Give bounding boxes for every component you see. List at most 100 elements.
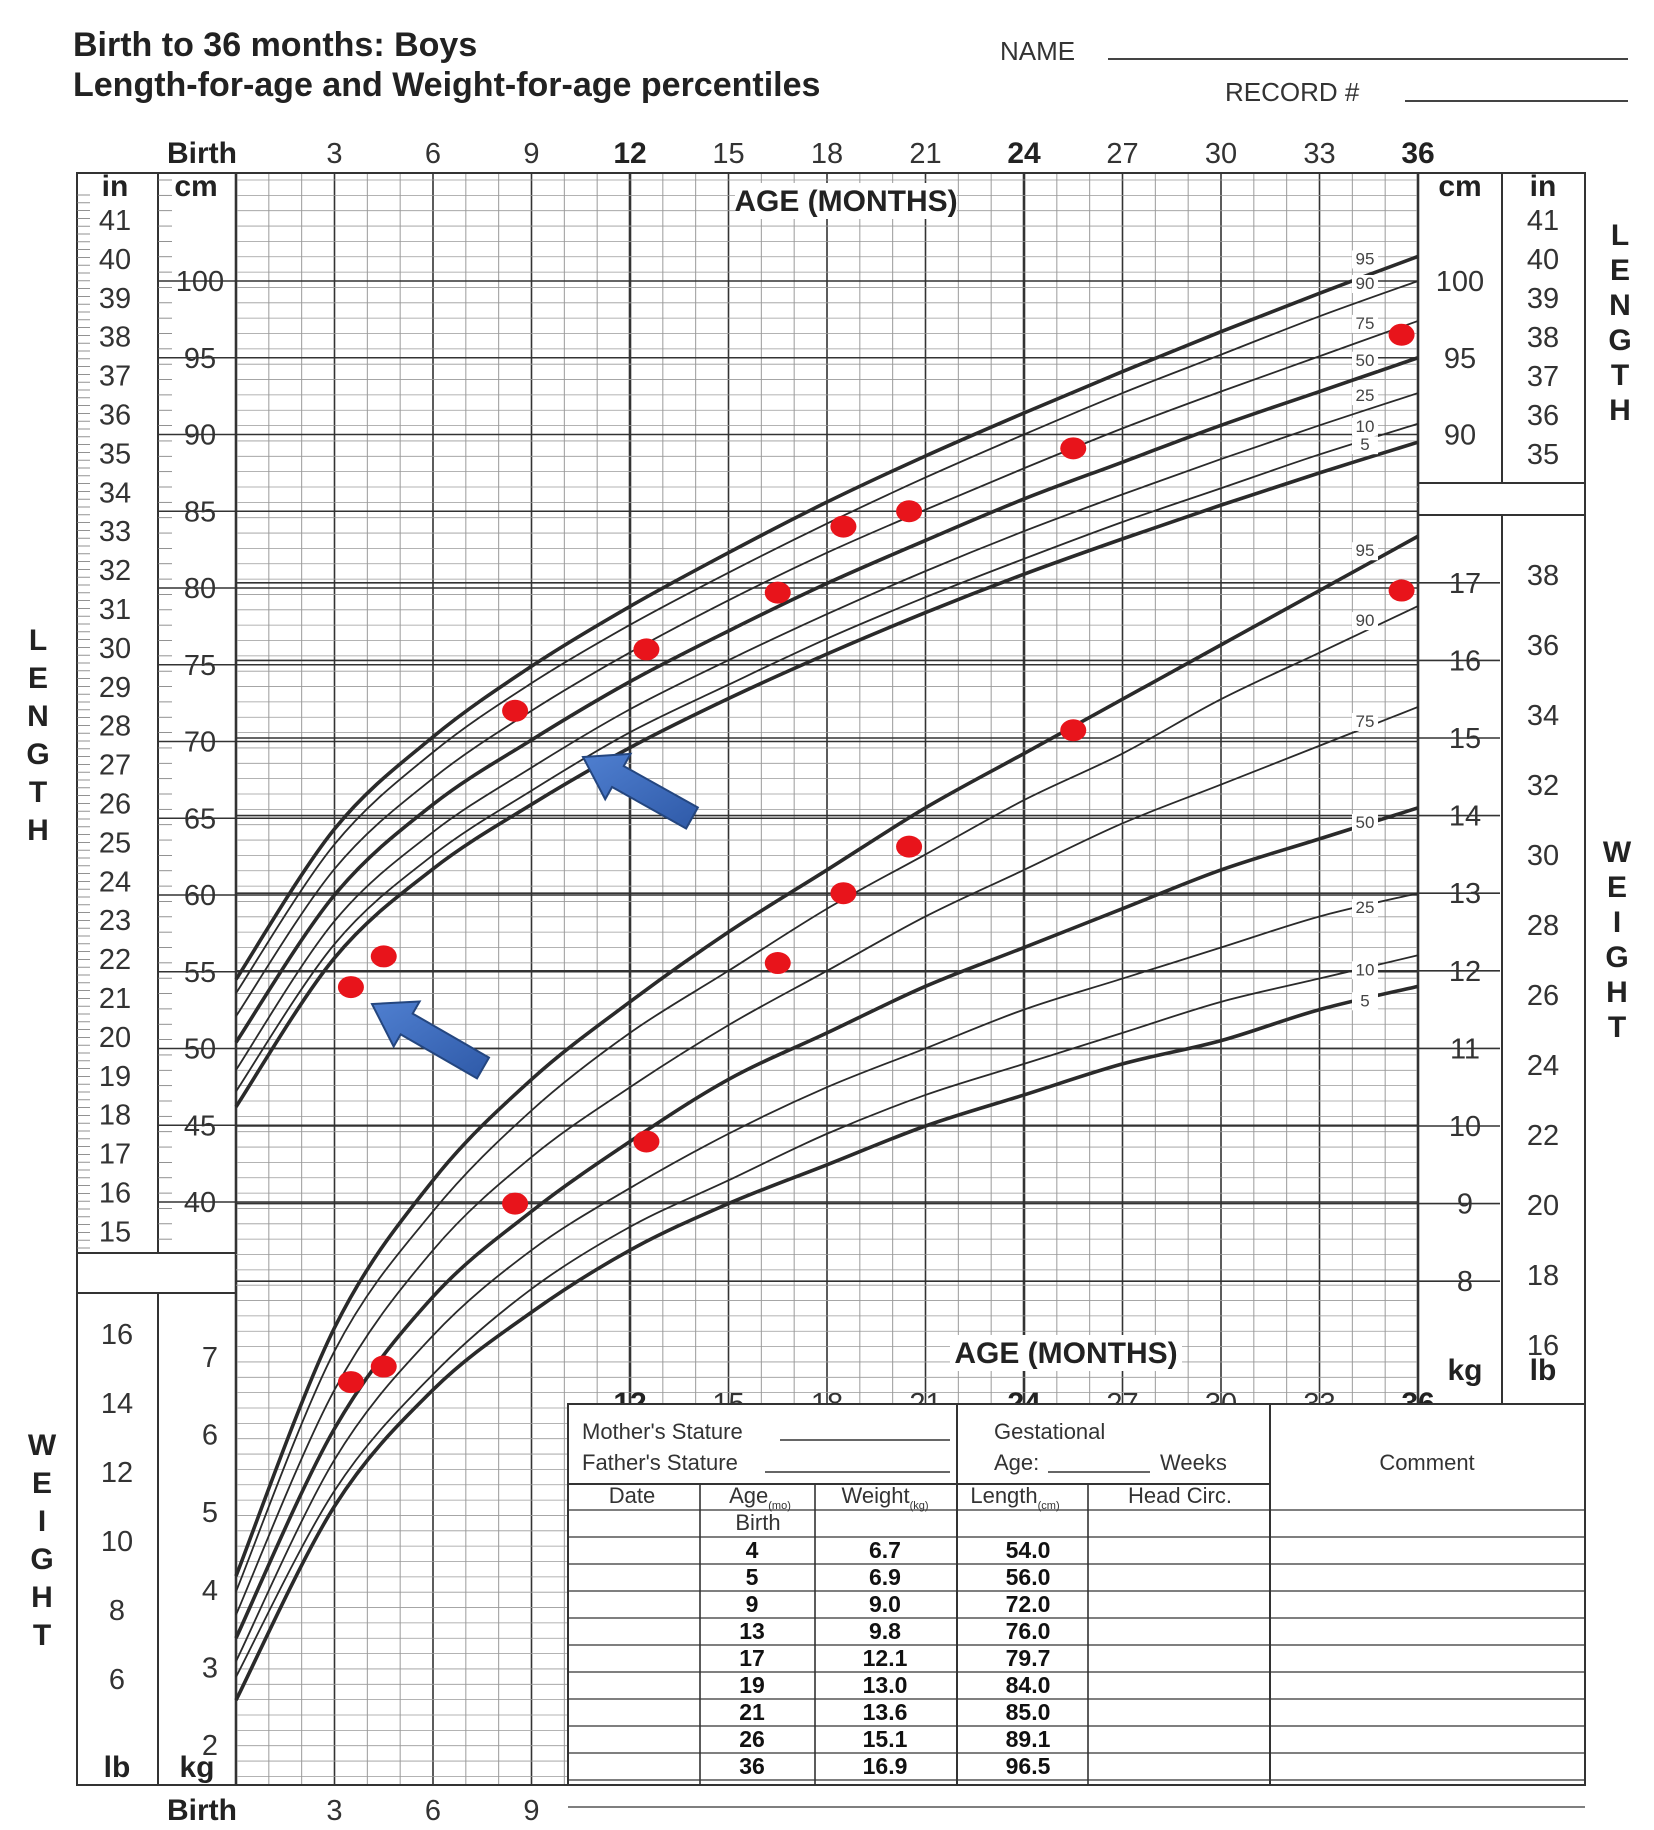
- length-right-in-tick: 40: [1527, 244, 1559, 276]
- table-cell-weight: 12.1: [863, 1645, 908, 1671]
- length-right-cm-tick: 100: [1436, 266, 1484, 298]
- length-data-point: [502, 699, 529, 722]
- length-data-point: [633, 638, 660, 661]
- length-in-tick: 17: [99, 1139, 131, 1171]
- unit-in-right: in: [1530, 170, 1557, 203]
- length-arrow: [581, 752, 700, 830]
- table-cell-weight: 9.8: [869, 1618, 901, 1644]
- age-tick-top: 21: [909, 138, 941, 170]
- length-pct-label-90: 90: [1356, 274, 1375, 293]
- table-cell-age: 21: [739, 1699, 765, 1725]
- table-cell-weight: 6.9: [869, 1564, 901, 1590]
- record-label: RECORD #: [1225, 77, 1360, 107]
- age-tick-top: 6: [425, 138, 441, 170]
- length-in-tick: 39: [99, 283, 131, 315]
- weight-kg-tick: 6: [202, 1420, 218, 1452]
- weight-data-point: [764, 952, 791, 975]
- weight-pct-label-5: 5: [1360, 991, 1369, 1010]
- weight-word-right: H: [1606, 976, 1628, 1009]
- age-tick-top: 18: [811, 138, 843, 170]
- length-in-tick: 33: [99, 516, 131, 548]
- table-cell-age: 5: [746, 1564, 759, 1590]
- weight-right-kg-tick: 14: [1449, 801, 1481, 833]
- birth-row-label: Birth: [735, 1510, 780, 1535]
- name-field[interactable]: [1108, 58, 1628, 60]
- length-right-cm-tick: 95: [1444, 343, 1476, 375]
- weight-right-kg-tick: 9: [1457, 1189, 1473, 1221]
- weight-pct-label-75: 75: [1356, 712, 1375, 731]
- unit-kg-right: kg: [1447, 1354, 1482, 1387]
- weight-pct-label-50: 50: [1356, 813, 1375, 832]
- weight-lb-tick: 8: [109, 1595, 125, 1627]
- weight-lb-tick: 14: [101, 1388, 133, 1420]
- table-cell-age: 19: [739, 1672, 765, 1698]
- weight-pct-label-25: 25: [1356, 898, 1375, 917]
- weight-right-kg-tick: 15: [1449, 723, 1481, 755]
- length-pct-bg-5: [1352, 436, 1378, 455]
- table-cell-length: 76.0: [1006, 1618, 1051, 1644]
- table-cell-length: 89.1: [1006, 1726, 1051, 1752]
- mother-stature-label: Mother's Stature: [582, 1419, 743, 1444]
- table-cell-age: 4: [746, 1537, 759, 1563]
- length-word-left: T: [29, 776, 47, 809]
- weight-arrow: [370, 1000, 491, 1080]
- weight-pct-bg-25: [1352, 899, 1378, 918]
- length-right-in-panel: [1501, 172, 1586, 484]
- weight-lb-tick: 12: [101, 1457, 133, 1489]
- length-right-in-tick: 38: [1527, 322, 1559, 354]
- age-tick-top: 15: [712, 138, 744, 170]
- table-cell-weight: 9.0: [869, 1591, 901, 1617]
- table-cell-age: 9: [746, 1591, 759, 1617]
- father-stature-label: Father's Stature: [582, 1450, 738, 1475]
- length-in-tick: 32: [99, 555, 131, 587]
- length-curve-p90: [235, 280, 1419, 994]
- weight-right-kg-tick: 11: [1450, 1033, 1480, 1065]
- weight-curve-p95: [234, 534, 1419, 1577]
- weight-pct-bg-50: [1352, 813, 1378, 832]
- weight-word-left: E: [32, 1467, 52, 1500]
- weight-right-lb-tick: 26: [1527, 980, 1559, 1012]
- length-cm-panel: [157, 172, 237, 1254]
- weight-word-right: W: [1603, 836, 1632, 869]
- weight-kg-tick: 3: [202, 1652, 218, 1684]
- length-right-in-tick: 41: [1527, 205, 1559, 237]
- weight-data-point: [830, 882, 857, 905]
- age-tick-top: 24: [1007, 137, 1041, 170]
- age-tick-top: 9: [523, 138, 539, 170]
- length-in-tick: 21: [99, 983, 131, 1015]
- comment-label: Comment: [1379, 1450, 1474, 1475]
- weight-data-point: [1388, 579, 1415, 602]
- record-field[interactable]: [1405, 100, 1628, 102]
- annotation-layer: [370, 752, 700, 1080]
- table-header-4: Head Circ.: [1128, 1483, 1232, 1508]
- length-word-left: N: [27, 700, 49, 733]
- weight-right-lb-tick: 36: [1527, 630, 1559, 662]
- weeks-label: Weeks: [1160, 1450, 1227, 1475]
- chart-title-line2: Length-for-age and Weight-for-age percen…: [73, 66, 821, 104]
- weight-right-lb-tick: 34: [1527, 700, 1559, 732]
- age-tick-bottom: 3: [326, 1795, 342, 1827]
- weight-curve-p5: [234, 984, 1419, 1702]
- length-cm-tick: 45: [184, 1110, 216, 1142]
- age-label-mid: AGE (MONTHS): [954, 1337, 1177, 1370]
- weight-word-left: I: [38, 1505, 46, 1538]
- weight-right-kg-tick: 17: [1449, 568, 1481, 600]
- length-in-tick: 31: [99, 594, 131, 626]
- length-pct-label-10: 10: [1356, 417, 1375, 436]
- weight-right-kg-tick: 16: [1449, 645, 1481, 677]
- length-curve-p50: [234, 356, 1419, 1044]
- length-cm-tick: 95: [184, 343, 216, 375]
- weight-right-lb-tick: 20: [1527, 1190, 1559, 1222]
- gest-age-label: Age:: [994, 1450, 1039, 1475]
- length-word-right: T: [1611, 359, 1629, 392]
- length-in-tick: 28: [99, 711, 131, 743]
- length-data-point: [896, 500, 923, 523]
- table-cell-weight: 15.1: [863, 1726, 908, 1752]
- unit-cm-left: cm: [174, 170, 217, 203]
- unit-cm-right: cm: [1438, 170, 1481, 203]
- length-pct-bg-10: [1352, 417, 1378, 436]
- table-cell-length: 79.7: [1006, 1645, 1051, 1671]
- weight-right-kg-tick: 10: [1449, 1111, 1481, 1143]
- weight-right-lb-tick: 24: [1527, 1050, 1559, 1082]
- length-curve-p25: [235, 392, 1419, 1071]
